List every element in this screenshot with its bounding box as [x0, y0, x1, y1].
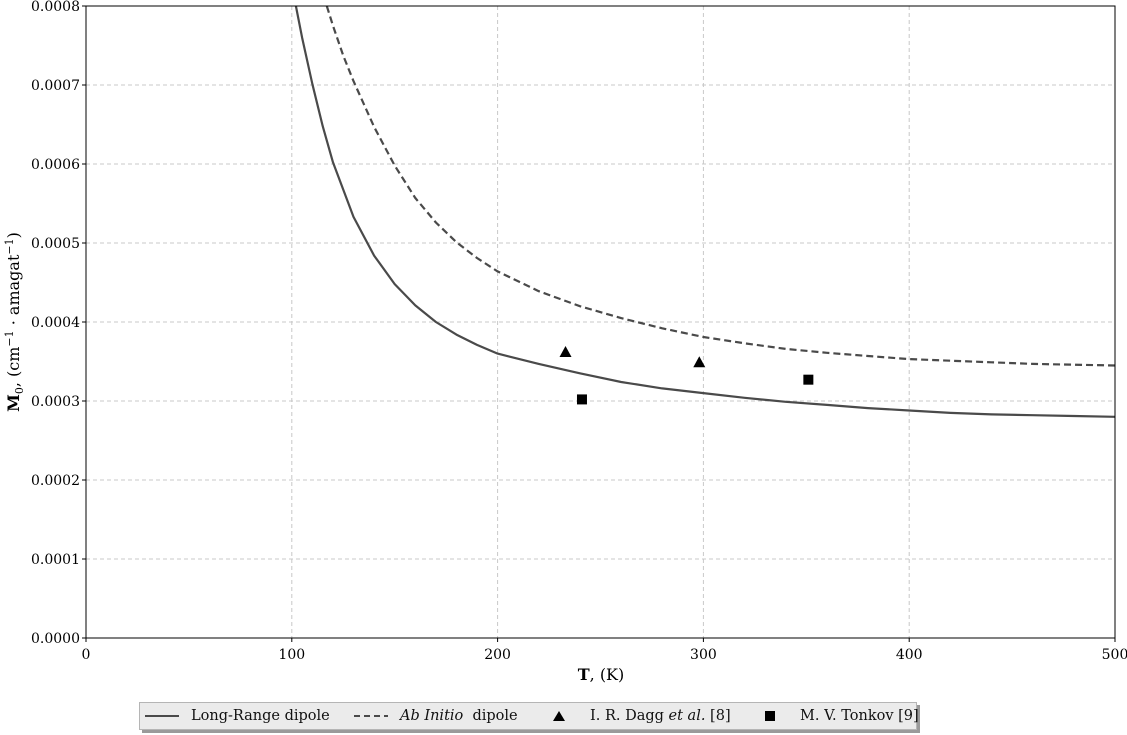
y-axis-label-part2: · amagat: [4, 254, 23, 330]
legend-text-part: Ab Initio: [400, 708, 464, 724]
y-tick-label: 0.0007: [31, 78, 80, 94]
legend-text-part: Long-Range dipole: [191, 708, 330, 724]
series-ab-initio-line: [325, 6, 1115, 367]
y-axis-label-superscript1: −1: [3, 330, 16, 346]
y-tick-label: 0.0000: [31, 631, 80, 647]
y-tick-label: 0.0008: [31, 0, 80, 15]
legend-item-long-range: Long-Range dipole: [145, 703, 330, 729]
y-tick-label: 0.0004: [31, 315, 80, 331]
x-tick-label: 200: [484, 647, 511, 663]
y-axis-label-part1: , (cm: [4, 347, 23, 388]
legend-solid-line-icon: [145, 715, 179, 717]
y-axis-label-subscript: 0: [13, 387, 26, 394]
y-axis-label-symbol: M: [4, 394, 23, 412]
legend-item-tonkov: M. V. Tonkov [9]: [764, 703, 919, 729]
x-tick-label: 500: [1102, 647, 1127, 663]
y-tick-label: 0.0003: [31, 394, 80, 410]
tonkov-data-point: [576, 394, 587, 405]
y-tick-label: 0.0001: [31, 552, 80, 568]
axis-ticks: 0 100 200 300 400 500 0.0000 0.0001 0.0002 0.0003…: [31, 0, 1127, 663]
dagg-data-point: [693, 356, 706, 368]
y-tick-label: 0.0005: [31, 236, 80, 252]
x-tick-label: 400: [896, 647, 923, 663]
y-axis-label: M0, (cm−1 · amagat−1): [3, 232, 26, 412]
x-axis-label-unit: , (K): [590, 665, 625, 684]
y-axis-label-superscript2: −1: [3, 238, 16, 254]
series-layer: [294, 6, 1115, 418]
x-tick-label: 100: [278, 647, 305, 663]
legend-label-ab-initio: Ab Initio dipole: [400, 708, 518, 724]
y-tick-label: 0.0006: [31, 157, 80, 173]
legend-item-ab-initio: Ab Initio dipole: [354, 703, 518, 729]
x-axis-label-symbol: T: [578, 665, 590, 684]
legend-text-part: dipole: [463, 708, 518, 724]
legend-label-long-range: Long-Range dipole: [191, 708, 330, 724]
legend-label-dagg: I. R. Dagg et al. [8]: [590, 708, 731, 724]
x-tick-label: 0: [82, 647, 91, 663]
legend-triangle-marker-icon: [553, 711, 565, 721]
legend-text-part: et al.: [668, 708, 706, 724]
legend-label-tonkov: M. V. Tonkov [9]: [800, 708, 919, 724]
y-axis-label-part3: ): [4, 232, 23, 238]
tonkov-data-point: [803, 374, 814, 385]
legend-item-dagg: I. R. Dagg et al. [8]: [552, 703, 731, 729]
legend-dashed-line-icon: [354, 715, 388, 717]
legend-text-part: M. V. Tonkov [9]: [800, 708, 919, 724]
legend-square-marker-icon: [765, 711, 775, 721]
dagg-data-point: [559, 346, 572, 358]
chart: 0 100 200 300 400 500 0.0000 0.0001 0.0002 0.0003…: [3, 0, 1127, 684]
legend: Long-Range dipole Ab Initio dipole I. R.…: [139, 702, 919, 730]
series-long-range-line: [294, 6, 1115, 418]
x-axis-label: T, (K): [578, 665, 625, 684]
legend-text-part: [8]: [705, 708, 731, 724]
grid-lines: [85, 5, 1116, 639]
x-tick-label: 300: [690, 647, 717, 663]
y-tick-label: 0.0002: [31, 473, 80, 489]
legend-text-part: I. R. Dagg: [590, 708, 669, 724]
